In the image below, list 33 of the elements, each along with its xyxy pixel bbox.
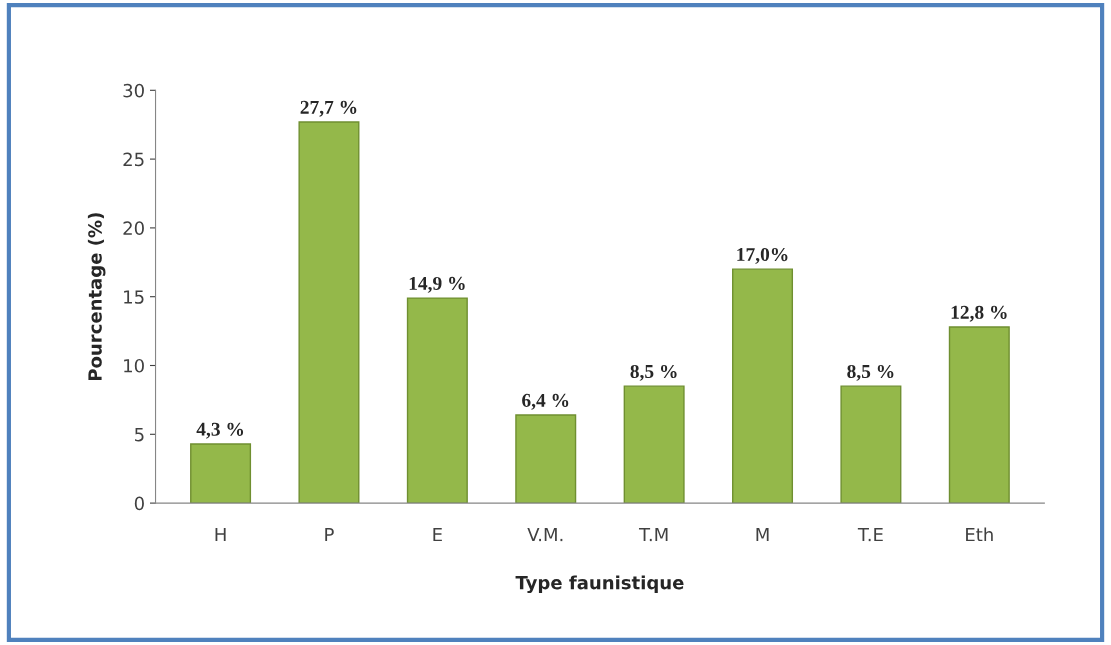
data-label: 8,5 % [630,364,677,381]
bar [840,385,902,504]
bar [732,268,794,504]
x-tick-label: E [433,527,442,542]
data-label: 4,3 % [196,422,244,439]
x-tick-label: V.M. [527,527,563,542]
x-tick-label: T.E [857,527,883,542]
y-axis-title: Pourcentage (%) [87,213,106,381]
bar [948,326,1010,504]
y-tick-label: 25 [123,152,144,167]
bar [298,121,360,504]
y-tick-label: 15 [124,290,144,304]
data-label: 14,9 % [409,276,465,293]
bar [190,443,252,504]
y-tick-label: 10 [124,358,144,373]
data-label: 27,7 % [300,100,357,117]
data-label: 17,0% [737,247,788,264]
x-tick-label: M [756,527,769,542]
x-tick-label: T.M [638,527,668,542]
y-tick-label: 5 [135,428,144,442]
data-label: 12,8 % [951,305,1007,322]
y-tick-label: 0 [134,496,144,511]
y-tick-label: 30 [123,83,144,98]
bar [623,385,685,504]
y-tick-label: 20 [123,221,144,236]
x-axis-title: Type faunistique [515,575,684,594]
x-tick-label: P [325,527,334,542]
data-label: 6,4 % [522,393,569,410]
x-tick-label: Eth [966,527,993,542]
x-tick-label: H [215,527,226,542]
bar [406,297,468,504]
data-label: 8,5 % [847,364,894,381]
bar [515,414,577,504]
